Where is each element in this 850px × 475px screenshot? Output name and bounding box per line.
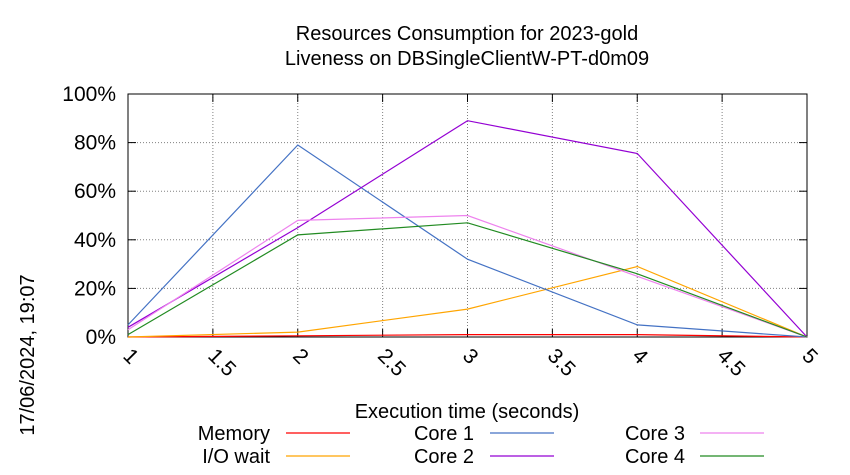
x-tick-label: 3.5 — [543, 344, 580, 381]
x-tick-label: 2 — [288, 344, 313, 369]
x-tick-label: 2.5 — [373, 344, 410, 381]
legend-label-core-4: Core 4 — [625, 446, 685, 468]
series-line-i-o-wait — [127, 265, 808, 338]
grid — [128, 94, 807, 337]
x-tick-label: 1.5 — [203, 344, 240, 381]
x-tick-label: 1 — [118, 344, 143, 369]
y-tick-label: 20% — [74, 277, 116, 300]
x-axis-title: Execution time (seconds) — [355, 401, 580, 423]
y-tick-label: 40% — [74, 229, 116, 252]
chart-title-line-2: Liveness on DBSingleClientW-PT-d0m09 — [285, 48, 649, 70]
y-tick-label: 60% — [74, 180, 116, 203]
legend-label-core-1: Core 1 — [414, 423, 474, 445]
y-tick-label: 100% — [62, 83, 116, 106]
y-tick-label: 0% — [86, 326, 116, 349]
legend-label-core-2: Core 2 — [414, 446, 474, 468]
series-line-core-4 — [127, 222, 808, 338]
series-line-core-3 — [127, 214, 808, 338]
series-line-core-1 — [127, 144, 808, 338]
timestamp-label: 17/06/2024, 19:07 — [17, 274, 39, 435]
legend-label-memory: Memory — [198, 423, 270, 445]
x-tick-label: 4 — [628, 344, 653, 369]
series-line-core-2 — [127, 120, 808, 338]
x-tick-label: 5 — [797, 344, 822, 369]
series-lines — [127, 120, 808, 338]
y-tick-label: 80% — [74, 132, 116, 155]
chart-title-line-1: Resources Consumption for 2023-gold — [296, 23, 638, 45]
series-line-memory — [127, 334, 808, 338]
legend-label-i-o-wait: I/O wait — [202, 446, 270, 468]
x-tick-label: 3 — [458, 344, 483, 369]
x-tick-label: 4.5 — [713, 344, 750, 381]
legend-label-core-3: Core 3 — [625, 423, 685, 445]
